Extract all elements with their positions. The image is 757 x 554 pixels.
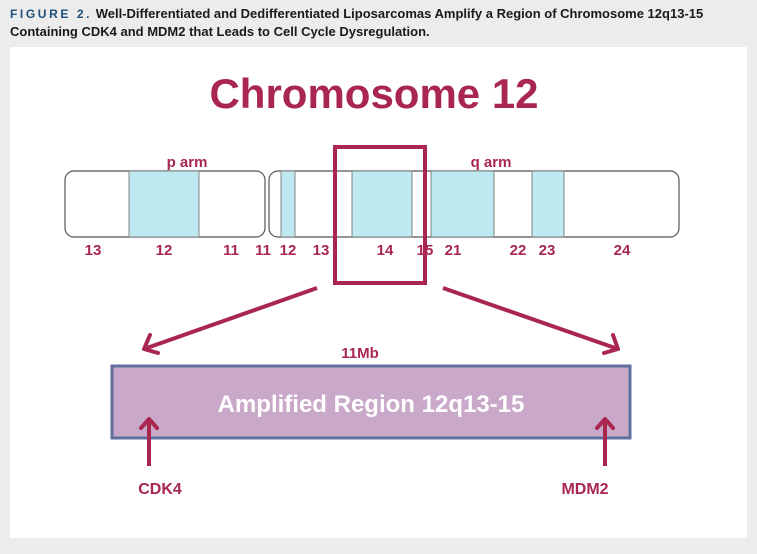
cdk4-arrowhead — [139, 417, 159, 430]
band-label-q11: 11 — [255, 242, 271, 259]
gene-label-cdk4: CDK4 — [138, 481, 182, 498]
band-label-q13: 13 — [313, 242, 330, 259]
diagram-panel: Chromosome 12 p arm q arm 13 12 11 11 12… — [10, 47, 747, 538]
figure-caption-text: Well-Differentiated and Dedifferentiated… — [10, 6, 704, 39]
left-expansion-arrow — [143, 286, 318, 351]
band-label-p13: 13 — [85, 242, 102, 259]
band-label-q22: 22 — [510, 242, 527, 259]
right-arrowhead — [602, 333, 620, 355]
band-label-q21: 21 — [445, 242, 462, 259]
q-arm-label: q arm — [471, 154, 512, 171]
band-label-q24: 24 — [614, 242, 631, 259]
diagram-title: Chromosome 12 — [209, 70, 538, 117]
gene-label-mdm2: MDM2 — [561, 481, 608, 498]
highlight-box — [333, 145, 427, 285]
band-label-q23: 23 — [539, 242, 556, 259]
band-label-q12: 12 — [280, 242, 297, 259]
band-label-q14: 14 — [377, 242, 394, 259]
band-q21 — [430, 170, 495, 238]
p-arm-label: p arm — [167, 154, 208, 171]
figure-label: FIGURE 2. — [10, 7, 93, 21]
figure-caption: FIGURE 2. Well-Differentiated and Dediff… — [10, 5, 750, 40]
band-q12 — [280, 170, 296, 238]
size-label: 11Mb — [341, 345, 379, 362]
band-q14 — [351, 170, 413, 238]
amplified-region-label: Amplified Region 12q13-15 — [218, 391, 525, 418]
right-expansion-arrow — [442, 286, 619, 351]
amplified-region-box — [110, 364, 632, 440]
band-label-p12: 12 — [156, 242, 173, 259]
band-label-p11: 11 — [223, 242, 239, 259]
left-arrowhead — [142, 333, 160, 355]
band-p12 — [128, 170, 200, 238]
band-q23 — [531, 170, 565, 238]
mdm2-arrowhead — [595, 417, 615, 430]
chromosome-diagram: Chromosome 12 p arm q arm 13 12 11 11 12… — [64, 70, 680, 498]
